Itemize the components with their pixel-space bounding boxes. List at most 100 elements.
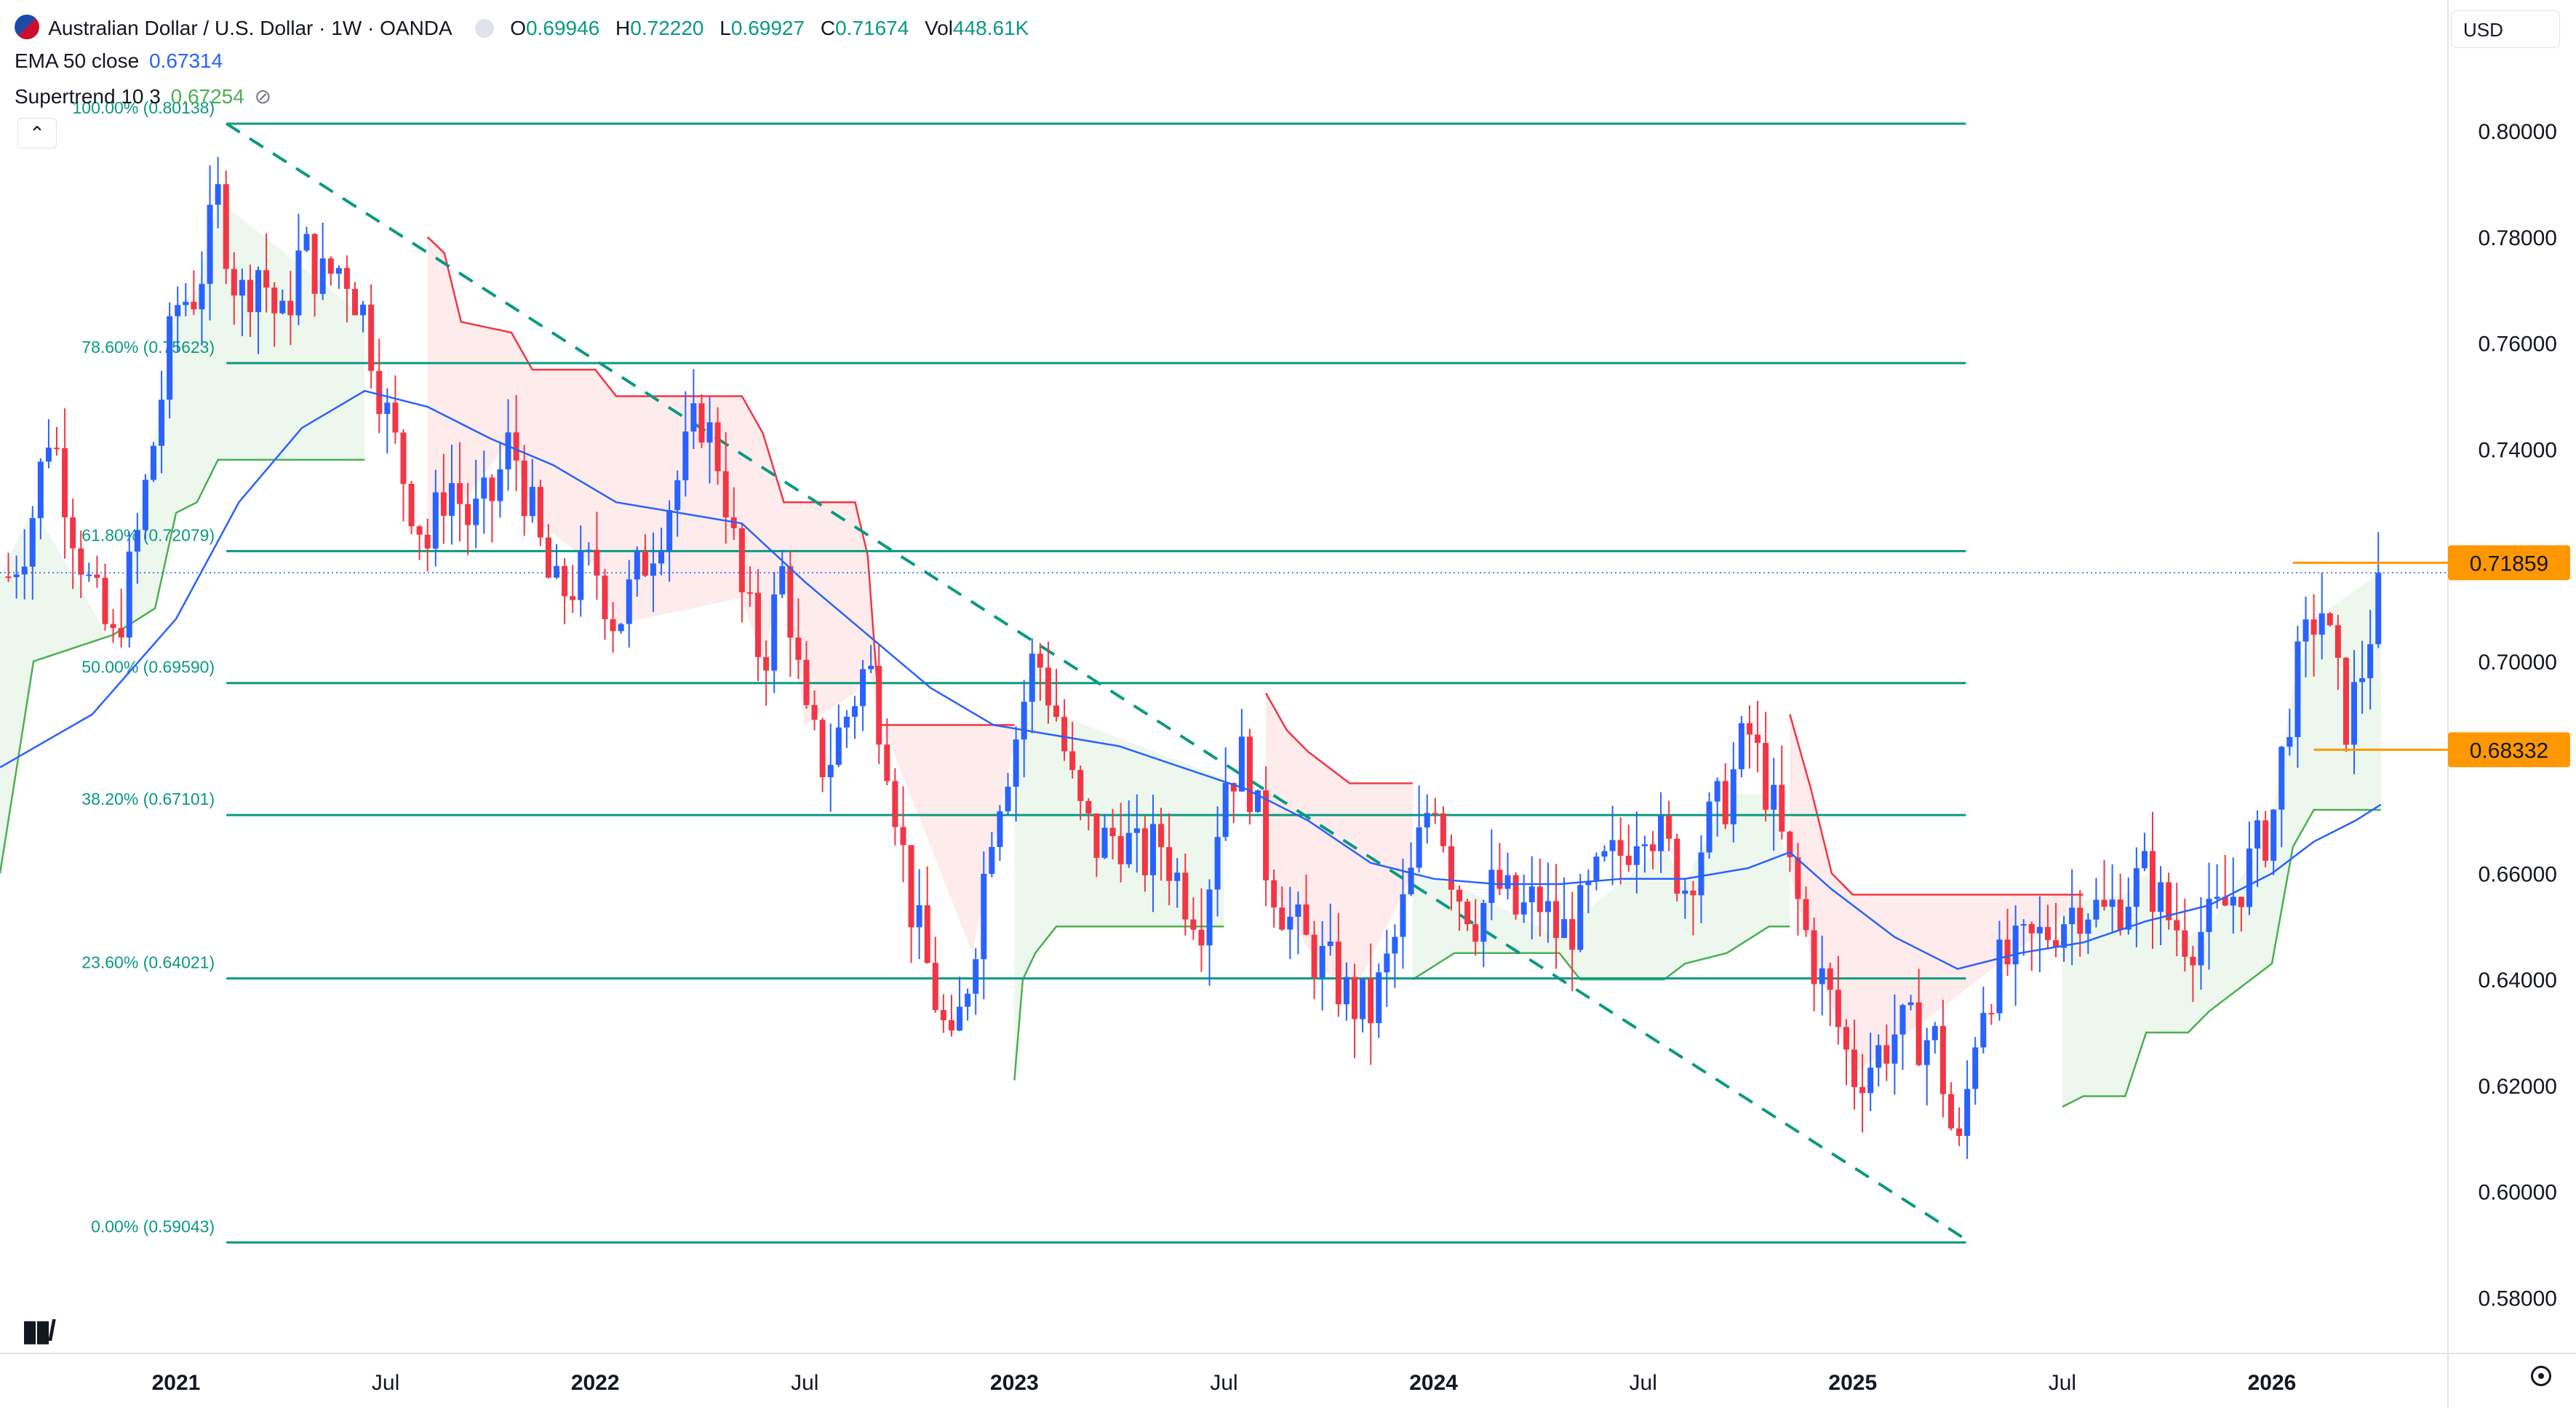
candle-body [2294,641,2301,737]
candle-body [1746,723,1752,735]
candle-body [175,305,181,317]
candle-body [2109,899,2116,907]
supertrend-fill-1 [427,236,1015,953]
candle-body [1803,899,1809,931]
candle-body [2198,931,2204,966]
x-tick-label-0: 2021 [152,1371,201,1395]
candle-body [335,268,342,274]
candle-body [868,665,874,669]
candle-body [505,432,511,470]
candle-body [1408,867,1414,894]
candle-body [2036,926,2043,934]
candle-body [1182,872,1189,920]
candle-body [2334,625,2341,658]
candle-body [940,1010,946,1021]
candle-body [626,579,632,624]
fib-label-4: 38.20% (0.67101) [81,789,215,808]
hidden-eye-icon[interactable]: ⊘ [254,85,272,108]
candle-body [1327,942,1333,947]
candle-body [1263,790,1269,880]
candle-body [37,461,44,519]
candle-body [932,963,938,1011]
ema-value: 0.67314 [148,49,223,72]
candle-body [1149,824,1156,875]
candle-body [351,289,358,316]
candle-body [602,576,608,619]
settings-gear-icon[interactable] [2531,1366,2551,1386]
candle-body [916,905,922,928]
candle-body [787,566,794,638]
candle-body [2302,619,2309,642]
candle-body [642,551,648,576]
candle-body [1246,736,1253,812]
candle-body [1230,783,1237,792]
candle-body [1875,1045,1882,1068]
candle-body [167,316,173,400]
candle-body [2053,940,2059,948]
candle-body [1891,1034,1898,1064]
candle-body [965,993,971,1007]
candle-body [989,846,995,874]
candle-body [1448,846,1454,890]
candles-group [5,156,2382,1159]
candle-body [86,574,92,576]
candle-body [2166,882,2172,920]
supertrend-line-2 [1013,926,1224,1081]
candle-body [2085,919,2091,934]
candle-body [1520,902,1527,915]
candle-body [981,873,987,960]
x-tick-label-5: Jul [1210,1371,1237,1395]
candle-body [706,422,713,443]
candle-body [578,551,584,600]
candle-body [1722,781,1728,824]
candle-body [408,483,415,527]
candle-body [618,624,624,632]
candle-body [1222,783,1229,838]
x-tick-label-1: Jul [372,1371,399,1395]
volume-key: Vol [925,17,954,39]
tradingview-logo-icon[interactable]: ▮▮/ [22,1315,56,1347]
supertrend-fill-5 [1790,714,2083,1075]
candle-body [1536,886,1543,912]
candle-body [674,480,681,510]
candle-body [432,492,439,549]
candle-body [1544,901,1551,912]
candle-body [2190,956,2196,966]
candle-body [1198,929,1205,946]
supertrend-legend[interactable]: Supertrend 10 3 0.67254 ⊘ [15,84,276,108]
candle-body [594,549,600,576]
candle-body [207,204,213,285]
candle-body [2238,896,2244,907]
candle-body [271,287,278,314]
candle-body [795,637,802,660]
symbol-title[interactable]: Australian Dollar / U.S. Dollar · 1W · O… [48,17,452,39]
y-tick-label-8: 0.64000 [2479,969,2557,993]
y-tick-label-2: 0.76000 [2479,333,2557,357]
candle-body [666,509,673,551]
candle-body [62,448,68,518]
candle-body [2310,619,2317,635]
candle-body [1706,801,1712,853]
candle-body [714,422,721,472]
supertrend-line-6 [2062,808,2381,1108]
candle-body [392,402,399,433]
candle-body [1593,856,1600,882]
candle-body [2214,896,2220,899]
candle-body [1352,977,1358,1019]
candle-body [1093,813,1100,858]
candle-body [1295,904,1301,917]
currency-select[interactable]: USD [2451,10,2560,48]
visibility-icon[interactable] [475,19,495,38]
candle-body [1045,667,1051,706]
fib-label-1: 78.60% (0.75623) [81,338,215,357]
candle-body [448,482,455,516]
candle-body [1649,844,1656,851]
collapse-legend-button[interactable]: ⌃ [17,118,57,148]
ema-legend[interactable]: EMA 50 close 0.67314 [15,49,227,73]
low-key: L [719,17,731,39]
candle-body [1867,1067,1874,1094]
candle-body [852,706,858,717]
candle-body [1101,827,1108,858]
